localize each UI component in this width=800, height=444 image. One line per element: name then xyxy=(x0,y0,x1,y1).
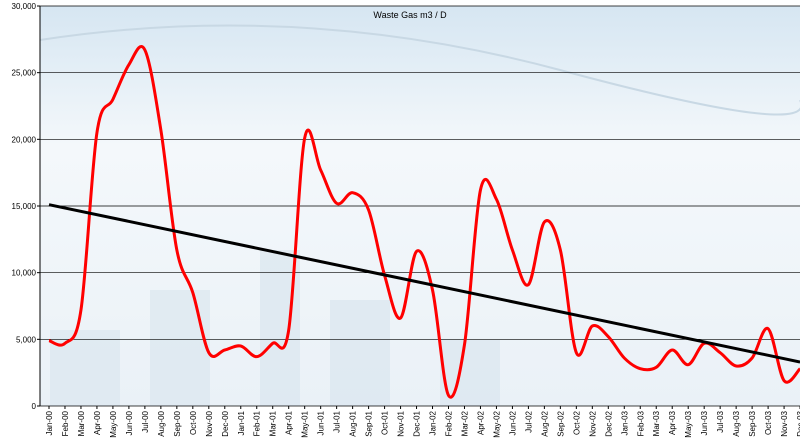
x-tick-label: May-01 xyxy=(301,410,310,437)
x-tick-label: Sep-01 xyxy=(365,410,374,436)
x-tick-label: Jul-01 xyxy=(333,410,342,432)
x-tick-label: Apr-00 xyxy=(93,410,102,435)
x-tick-label: Mar-00 xyxy=(77,410,86,436)
x-tick-label: Mar-02 xyxy=(460,410,469,436)
x-tick-label: Apr-02 xyxy=(476,410,485,435)
x-tick-label: Nov-01 xyxy=(397,410,406,436)
x-tick-label: Dec-01 xyxy=(413,410,422,436)
x-tick-label: Nov-03 xyxy=(780,410,789,436)
x-tick-label: Jul-00 xyxy=(141,410,150,432)
x-tick-label: Apr-03 xyxy=(668,410,677,435)
x-tick-label: Jan-01 xyxy=(237,410,246,435)
x-tick-label: Aug-00 xyxy=(157,410,166,436)
x-tick-label: Dec-00 xyxy=(221,410,230,436)
x-tick-label: Feb-01 xyxy=(253,410,262,436)
x-tick-label: Oct-01 xyxy=(381,410,390,435)
y-tick-label: 20,000 xyxy=(12,135,37,144)
x-tick-label: Feb-02 xyxy=(445,410,454,436)
x-tick-label: Aug-01 xyxy=(349,410,358,436)
y-tick-label: 15,000 xyxy=(12,202,37,211)
x-tick-label: Aug-03 xyxy=(732,410,741,436)
x-tick-label: Sep-00 xyxy=(173,410,182,436)
x-tick-label: Nov-02 xyxy=(588,410,597,436)
x-tick-label: Mar-03 xyxy=(652,410,661,436)
x-tick-label: Oct-00 xyxy=(189,410,198,435)
x-tick-label: Jun-02 xyxy=(508,410,517,435)
x-tick-label: Jan-02 xyxy=(429,410,438,435)
chart: Waste Gas m3 / D 0 5,000 10,000 15,000 20,00… xyxy=(0,0,800,444)
x-tick-label: May-00 xyxy=(109,410,118,437)
y-tick-label: 5,000 xyxy=(16,335,37,344)
x-tick-label: Jul-03 xyxy=(716,410,725,432)
x-tick-label: Jul-02 xyxy=(524,410,533,432)
x-tick-label: Aug-02 xyxy=(540,410,549,436)
x-tick-label: Apr-01 xyxy=(285,410,294,435)
x-tick-label: Dec-03 xyxy=(796,410,800,436)
x-tick-label: Sep-03 xyxy=(748,410,757,436)
x-tick-label: Nov-00 xyxy=(205,410,214,436)
x-tick-label: May-02 xyxy=(492,410,501,437)
x-tick-label: Jun-00 xyxy=(125,410,134,435)
x-tick-label: Jan-00 xyxy=(45,410,54,435)
x-tick-label: Jan-03 xyxy=(620,410,629,435)
x-tick-label: Jun-01 xyxy=(317,410,326,435)
y-tick-label: 10,000 xyxy=(12,269,37,278)
x-tick-label: Mar-01 xyxy=(269,410,278,436)
x-tick-label: Feb-00 xyxy=(61,410,70,436)
x-tick-label: Oct-02 xyxy=(572,410,581,435)
x-tick-label: Dec-02 xyxy=(604,410,613,436)
y-tick-label: 0 xyxy=(32,402,37,411)
x-tick-label: Jun-03 xyxy=(700,410,709,435)
x-tick-label: Sep-02 xyxy=(556,410,565,436)
y-tick-label: 25,000 xyxy=(12,69,37,78)
y-tick-label: 30,000 xyxy=(12,2,37,11)
x-tick-label: May-03 xyxy=(684,410,693,437)
chart-title: Waste Gas m3 / D xyxy=(373,10,447,20)
x-tick-label: Oct-03 xyxy=(764,410,773,435)
x-tick-label: Feb-03 xyxy=(636,410,645,436)
